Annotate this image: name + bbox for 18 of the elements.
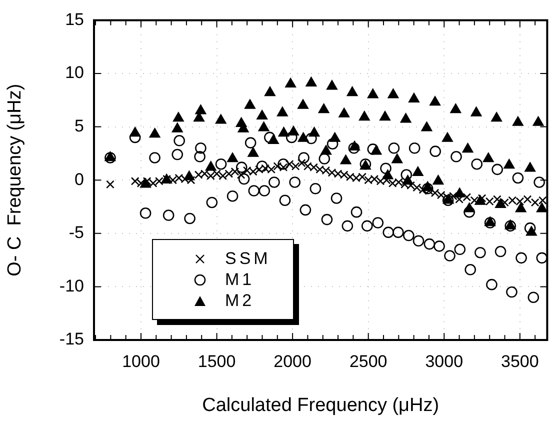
x-axis-title: Calculated Frequency (μHz) <box>202 394 440 416</box>
x-tick-label: 3000 <box>425 352 464 371</box>
x-tick-label: 2500 <box>349 352 388 371</box>
x-tick-label: 3500 <box>501 352 539 371</box>
x-tick-label: 1500 <box>198 352 236 371</box>
y-tick-label: 0 <box>74 170 84 189</box>
y-tick-label: -15 <box>59 330 84 349</box>
y-tick-label: 10 <box>65 63 84 82</box>
y-tick-label: -5 <box>68 223 84 242</box>
x-tick-label: 1000 <box>122 352 160 371</box>
y-tick-label: -10 <box>59 276 84 296</box>
y-axis-title: O- C Frequency (μHz) <box>4 84 26 276</box>
legend-label: M2 <box>225 290 255 310</box>
y-tick-label: 15 <box>65 10 84 29</box>
legend-label: M1 <box>225 270 255 290</box>
x-tick-label: 2000 <box>274 352 312 371</box>
legend-label: SSM <box>225 248 271 268</box>
y-tick-label: 5 <box>74 116 84 136</box>
